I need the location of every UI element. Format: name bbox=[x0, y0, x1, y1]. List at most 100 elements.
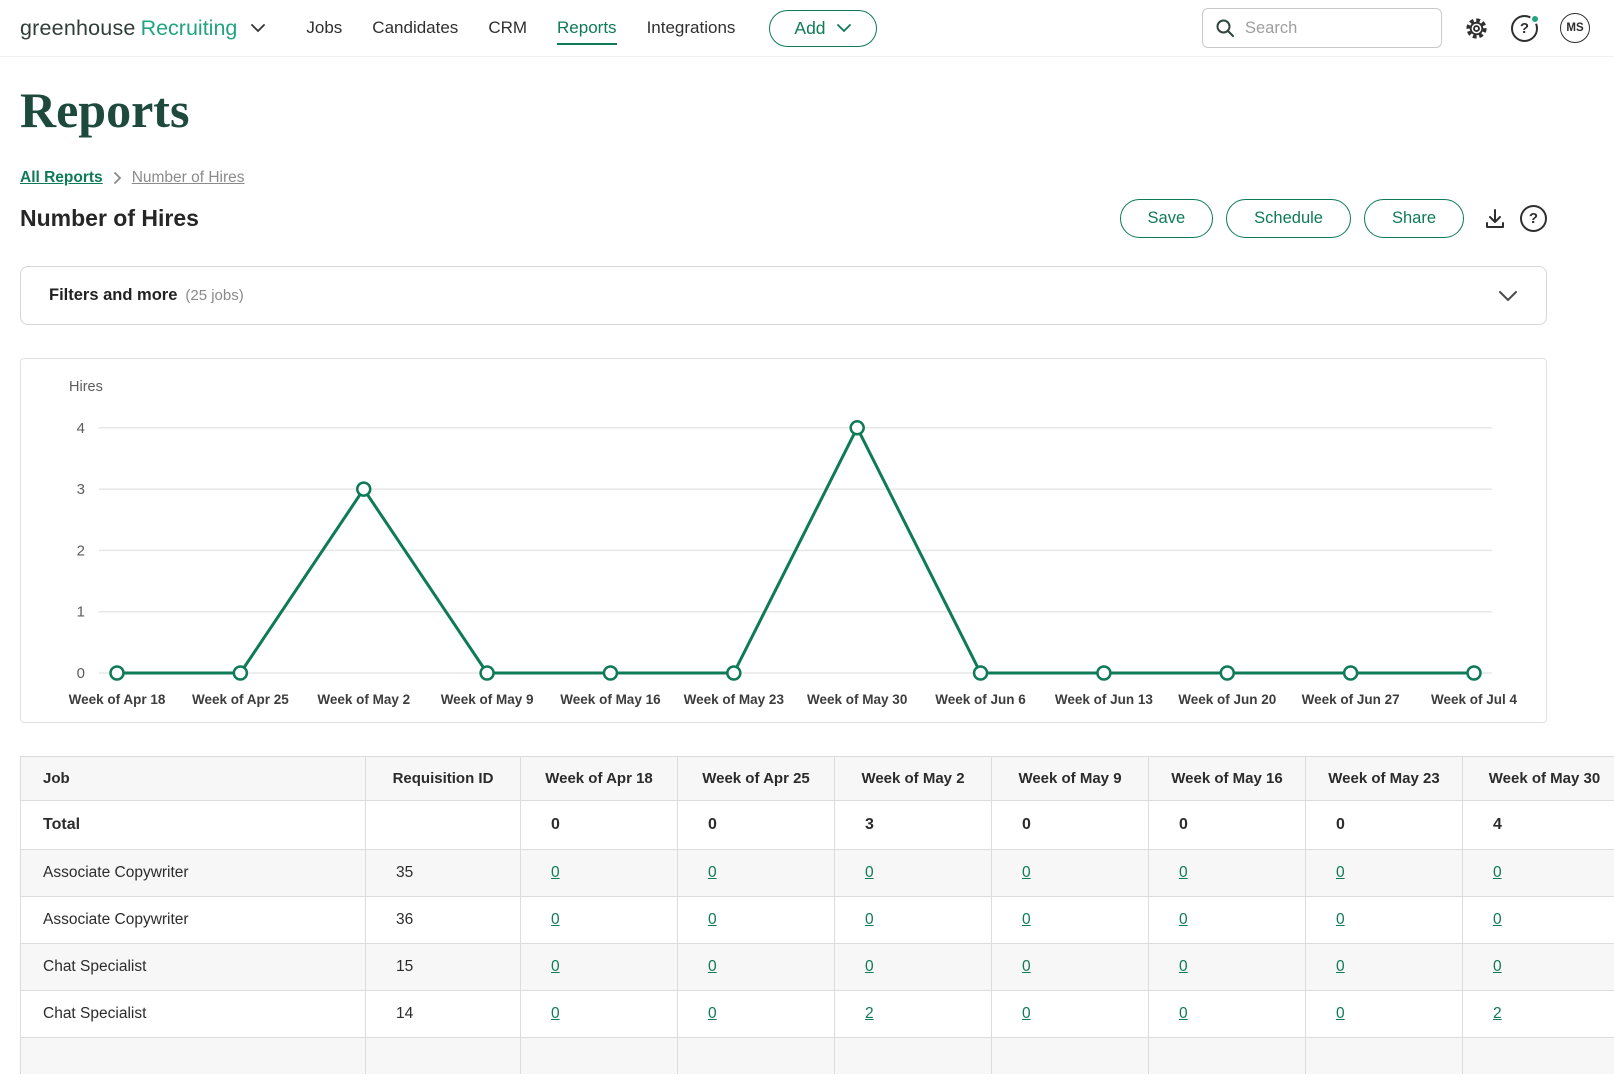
share-button[interactable]: Share bbox=[1363, 199, 1464, 238]
requisition-id: 35 bbox=[365, 849, 521, 897]
data-point-marker[interactable] bbox=[1466, 665, 1482, 681]
column-header: Week of Apr 25 bbox=[677, 756, 835, 801]
chevron-down-icon[interactable] bbox=[1498, 290, 1518, 302]
total-label: Total bbox=[20, 800, 366, 850]
nav-item-jobs[interactable]: Jobs bbox=[306, 17, 343, 37]
week-value-cell: 0 bbox=[1148, 990, 1306, 1038]
week-value-cell: 0 bbox=[991, 896, 1149, 944]
week-value-cell: 0 bbox=[1305, 943, 1463, 991]
hire-count-link[interactable]: 0 bbox=[1022, 1005, 1031, 1022]
hire-count-link[interactable]: 0 bbox=[551, 958, 560, 975]
table-row: Associate Copywriter 36 0 0 0 0 0 0 0 bbox=[20, 896, 1614, 944]
column-header: Week of May 30 bbox=[1462, 756, 1614, 801]
primary-nav: Jobs Candidates CRM Reports Integrations bbox=[306, 12, 735, 45]
hire-count-link[interactable]: 0 bbox=[708, 911, 717, 928]
hire-count-link[interactable]: 0 bbox=[708, 864, 717, 881]
table-header: Job Requisition ID Week of Apr 18 Week of A… bbox=[20, 756, 1614, 801]
gear-icon[interactable] bbox=[1464, 16, 1489, 41]
data-point-marker[interactable] bbox=[479, 665, 495, 681]
hire-count-link[interactable]: 2 bbox=[865, 1005, 874, 1022]
data-point-marker[interactable] bbox=[972, 665, 989, 681]
hire-count-link[interactable]: 0 bbox=[551, 1005, 560, 1022]
search-box[interactable] bbox=[1202, 8, 1442, 48]
hire-count-link[interactable]: 0 bbox=[1179, 911, 1188, 928]
week-value-cell: 0 bbox=[520, 896, 678, 944]
week-value-cell: 0 bbox=[1148, 896, 1306, 944]
empty-cell bbox=[1148, 1037, 1306, 1074]
hire-count-link[interactable]: 0 bbox=[1179, 958, 1188, 975]
column-header: Week of May 23 bbox=[1305, 756, 1463, 801]
week-value-cell: 0 bbox=[834, 943, 992, 991]
hire-count-link[interactable]: 0 bbox=[551, 911, 560, 928]
report-actions: Save Schedule Share ? bbox=[1119, 199, 1547, 238]
hire-count-link[interactable]: 0 bbox=[1493, 864, 1502, 881]
week-value-cell: 0 bbox=[991, 943, 1149, 991]
hire-count-link[interactable]: 0 bbox=[1179, 864, 1188, 881]
hire-count-link[interactable]: 0 bbox=[1493, 958, 1502, 975]
schedule-button[interactable]: Schedule bbox=[1226, 199, 1351, 238]
svg-text:1: 1 bbox=[77, 604, 85, 621]
data-point-marker[interactable] bbox=[1342, 665, 1359, 681]
nav-item-crm[interactable]: CRM bbox=[488, 17, 528, 37]
hire-count-link[interactable]: 0 bbox=[708, 1005, 717, 1022]
svg-text:Week of May 9: Week of May 9 bbox=[441, 692, 534, 707]
hire-count-link[interactable]: 0 bbox=[708, 958, 717, 975]
data-point-marker[interactable] bbox=[232, 665, 249, 681]
data-point-marker[interactable] bbox=[726, 665, 742, 681]
chevron-right-icon bbox=[113, 171, 122, 185]
week-value-cell: 0 bbox=[520, 849, 678, 897]
breadcrumb-number-of-hires[interactable]: Number of Hires bbox=[131, 169, 245, 186]
total-week-value: 0 bbox=[991, 800, 1149, 850]
svg-text:Week of May 23: Week of May 23 bbox=[684, 692, 785, 707]
greenhouse-logo[interactable]: greenhouse Recruiting bbox=[20, 16, 266, 41]
total-week-value: 0 bbox=[1305, 800, 1463, 850]
data-point-marker[interactable] bbox=[849, 420, 865, 436]
hire-count-link[interactable]: 0 bbox=[1022, 911, 1031, 928]
filters-panel[interactable]: Filters and more (25 jobs) bbox=[20, 266, 1547, 325]
hire-count-link[interactable]: 0 bbox=[865, 864, 874, 881]
hire-count-link[interactable]: 0 bbox=[1336, 958, 1345, 975]
filters-label: Filters and more bbox=[49, 286, 178, 304]
hire-count-link[interactable]: 2 bbox=[1493, 1005, 1502, 1022]
data-point-marker[interactable] bbox=[1219, 665, 1236, 681]
download-icon[interactable] bbox=[1483, 207, 1507, 231]
save-button[interactable]: Save bbox=[1119, 199, 1214, 238]
hire-count-link[interactable]: 0 bbox=[1022, 958, 1031, 975]
chevron-down-icon[interactable] bbox=[250, 23, 266, 33]
breadcrumb-all-reports[interactable]: All Reports bbox=[20, 169, 103, 186]
column-header: Job bbox=[20, 756, 366, 801]
total-row: Total 0 0 3 0 0 0 4 bbox=[20, 800, 1614, 850]
week-value-cell: 0 bbox=[991, 990, 1149, 1038]
hires-table-container: Job Requisition ID Week of Apr 18 Week of A… bbox=[20, 756, 1614, 1074]
week-value-cell: 2 bbox=[1462, 990, 1614, 1038]
hire-count-link[interactable]: 0 bbox=[1336, 911, 1345, 928]
nav-item-reports[interactable]: Reports bbox=[557, 12, 617, 45]
week-value-cell: 0 bbox=[834, 849, 992, 897]
chevron-down-icon bbox=[836, 24, 851, 33]
data-point-marker[interactable] bbox=[602, 665, 619, 681]
hire-count-link[interactable]: 0 bbox=[1336, 1005, 1345, 1022]
week-value-cell: 0 bbox=[1462, 896, 1614, 944]
hire-count-link[interactable]: 0 bbox=[1179, 1005, 1188, 1022]
nav-item-candidates[interactable]: Candidates bbox=[372, 17, 459, 37]
hire-count-link[interactable]: 0 bbox=[1022, 864, 1031, 881]
hire-count-link[interactable]: 0 bbox=[551, 864, 560, 881]
week-value-cell: 0 bbox=[834, 896, 992, 944]
data-point-marker[interactable] bbox=[1096, 665, 1112, 681]
hire-count-link[interactable]: 0 bbox=[865, 958, 874, 975]
hire-count-link[interactable]: 0 bbox=[1493, 911, 1502, 928]
empty-cell bbox=[834, 1037, 992, 1074]
nav-item-integrations[interactable]: Integrations bbox=[646, 17, 736, 37]
hire-count-link[interactable]: 0 bbox=[1336, 864, 1345, 881]
report-help-icon[interactable]: ? bbox=[1520, 205, 1547, 232]
data-point-marker[interactable] bbox=[109, 665, 125, 681]
data-point-marker[interactable] bbox=[355, 481, 372, 497]
search-input[interactable] bbox=[1245, 18, 1429, 38]
help-icon[interactable]: ? bbox=[1511, 13, 1540, 42]
avatar[interactable]: MS bbox=[1560, 13, 1590, 43]
svg-text:4: 4 bbox=[77, 420, 85, 437]
week-value-cell: 2 bbox=[834, 990, 992, 1038]
hire-count-link[interactable]: 0 bbox=[865, 911, 874, 928]
filters-job-count: (25 jobs) bbox=[185, 287, 244, 304]
add-button[interactable]: Add bbox=[769, 9, 877, 47]
